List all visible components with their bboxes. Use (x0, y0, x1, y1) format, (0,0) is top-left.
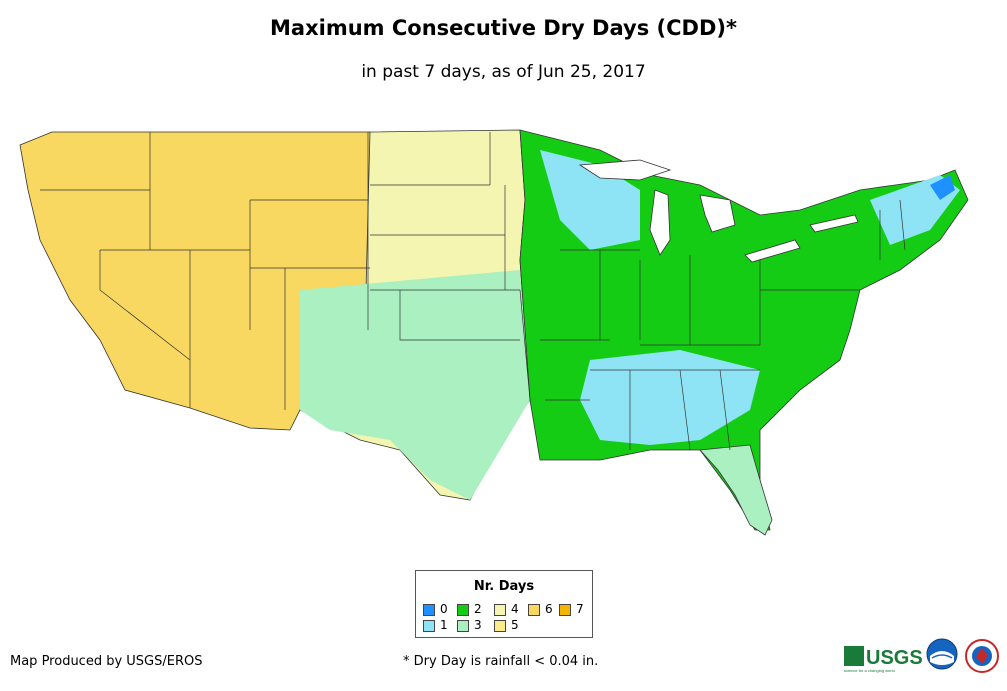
usgs-wave-icon (844, 646, 864, 666)
legend-title: Nr. Days (473, 579, 535, 594)
legend-swatch-5 (494, 619, 506, 632)
legend-item-7: 7 (559, 602, 584, 616)
legend-item-2: 2 (457, 602, 482, 616)
legend-label-5: 5 (511, 618, 519, 632)
legend-label-3: 3 (474, 618, 482, 632)
dry-day-note: * Dry Day is rainfall < 0.04 in. (403, 654, 599, 669)
usgs-logo: USGS science for a changing world (844, 646, 923, 673)
legend-item-1: 1 (423, 618, 448, 632)
lake-huron (699, 194, 736, 233)
map-credit: Map Produced by USGS/EROS (10, 654, 203, 669)
legend-label-7: 7 (576, 602, 584, 616)
legend-label-0: 0 (440, 602, 448, 616)
usgs-wordmark: USGS (866, 647, 923, 669)
plains-green-patch (300, 270, 530, 500)
nws-logo (965, 639, 999, 673)
legend-swatch-1 (423, 619, 435, 632)
map-subtitle: in past 7 days, as of Jun 25, 2017 (361, 62, 646, 82)
northeast-blue (930, 175, 955, 200)
legend-item-0: 0 (423, 602, 448, 616)
legend-label-4: 4 (511, 602, 519, 616)
legend-item-6: 6 (528, 602, 553, 616)
lake-superior (578, 159, 672, 181)
lake-michigan (649, 189, 671, 256)
legend-swatch-3 (457, 619, 469, 632)
legend-swatch-6 (528, 603, 540, 616)
legend-item-4: 4 (494, 602, 519, 616)
east-lightblue-1 (580, 350, 760, 445)
agency-logos: USGS science for a changing world (844, 638, 999, 673)
legend-swatch-0 (423, 603, 435, 616)
legend-swatch-7 (559, 603, 571, 616)
legend-swatch-2 (457, 603, 469, 616)
legend-label-2: 2 (474, 602, 482, 616)
legend-label-6: 6 (545, 602, 553, 616)
lake-erie (744, 239, 801, 263)
legend: Nr. Days 0 1 2 3 4 5 6 7 (415, 570, 593, 638)
map-title: Maximum Consecutive Dry Days (CDD)* (270, 16, 737, 40)
legend-label-1: 1 (440, 618, 448, 632)
legend-swatch-4 (494, 603, 506, 616)
florida (699, 444, 773, 536)
legend-item-5: 5 (494, 618, 519, 632)
legend-item-3: 3 (457, 618, 482, 632)
noaa-logo (926, 638, 958, 670)
lake-ontario (809, 214, 859, 233)
state-boundaries (40, 132, 906, 451)
usgs-tagline: science for a changing world (844, 668, 895, 673)
